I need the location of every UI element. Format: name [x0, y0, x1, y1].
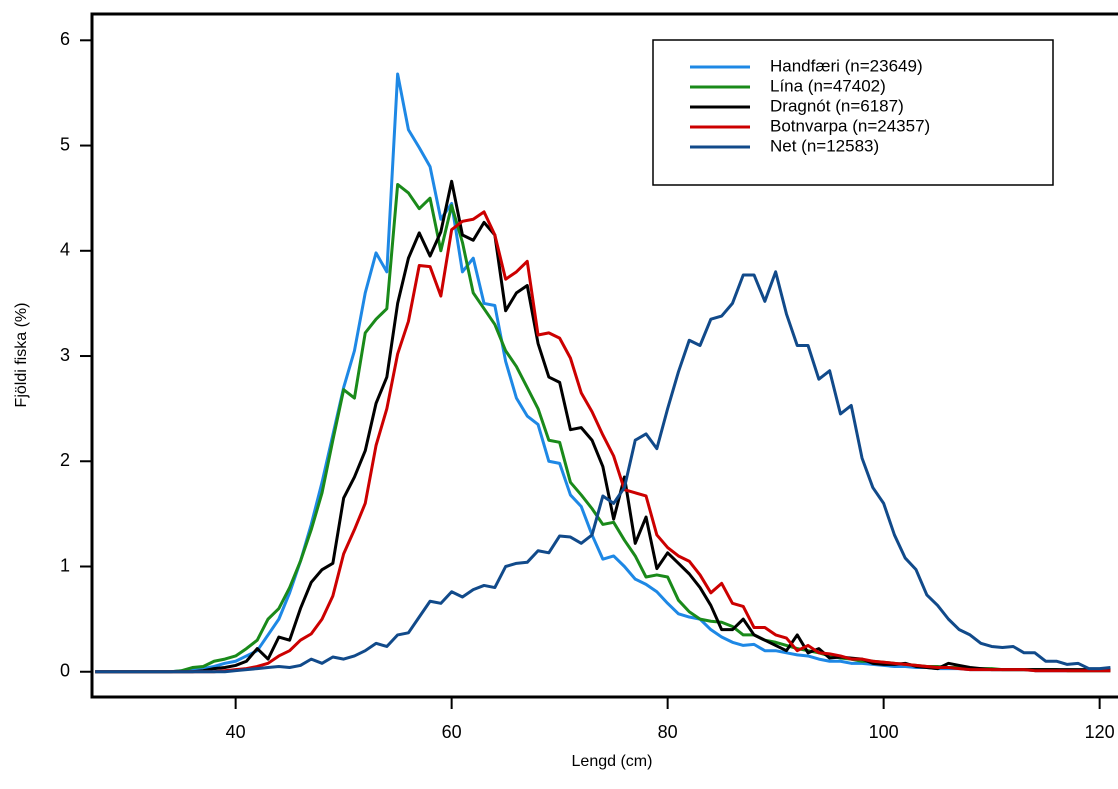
x-tick-label: 100 — [869, 722, 899, 742]
legend-box — [652, 39, 1054, 186]
y-tick-label: 3 — [60, 345, 70, 365]
x-tick-label: 40 — [226, 722, 246, 742]
legend-label: Dragnót (n=6187) — [770, 96, 904, 115]
y-tick-label: 2 — [60, 450, 70, 470]
legend-label: Handfæri (n=23649) — [770, 56, 923, 75]
legend-label: Net (n=12583) — [770, 136, 879, 155]
x-tick-label: 120 — [1085, 722, 1115, 742]
y-tick-label: 6 — [60, 29, 70, 49]
y-tick-label: 4 — [60, 240, 70, 260]
x-axis-label: Lengd (cm) — [572, 753, 653, 770]
y-tick-label: 0 — [60, 660, 70, 680]
legend-label: Botnvarpa (n=24357) — [770, 116, 930, 135]
legend-label: Lína (n=47402) — [770, 76, 886, 95]
series-line — [95, 210, 1111, 674]
y-tick-label: 5 — [60, 134, 70, 154]
y-tick-label: 1 — [60, 555, 70, 575]
x-tick-label: 80 — [658, 722, 678, 742]
series-line — [95, 270, 1111, 674]
plot-lines — [95, 72, 1111, 674]
series-line — [95, 182, 1111, 674]
y-axis-label: Fjöldi fiska (%) — [13, 303, 30, 408]
x-tick-label: 60 — [442, 722, 462, 742]
series-line — [95, 179, 1111, 674]
